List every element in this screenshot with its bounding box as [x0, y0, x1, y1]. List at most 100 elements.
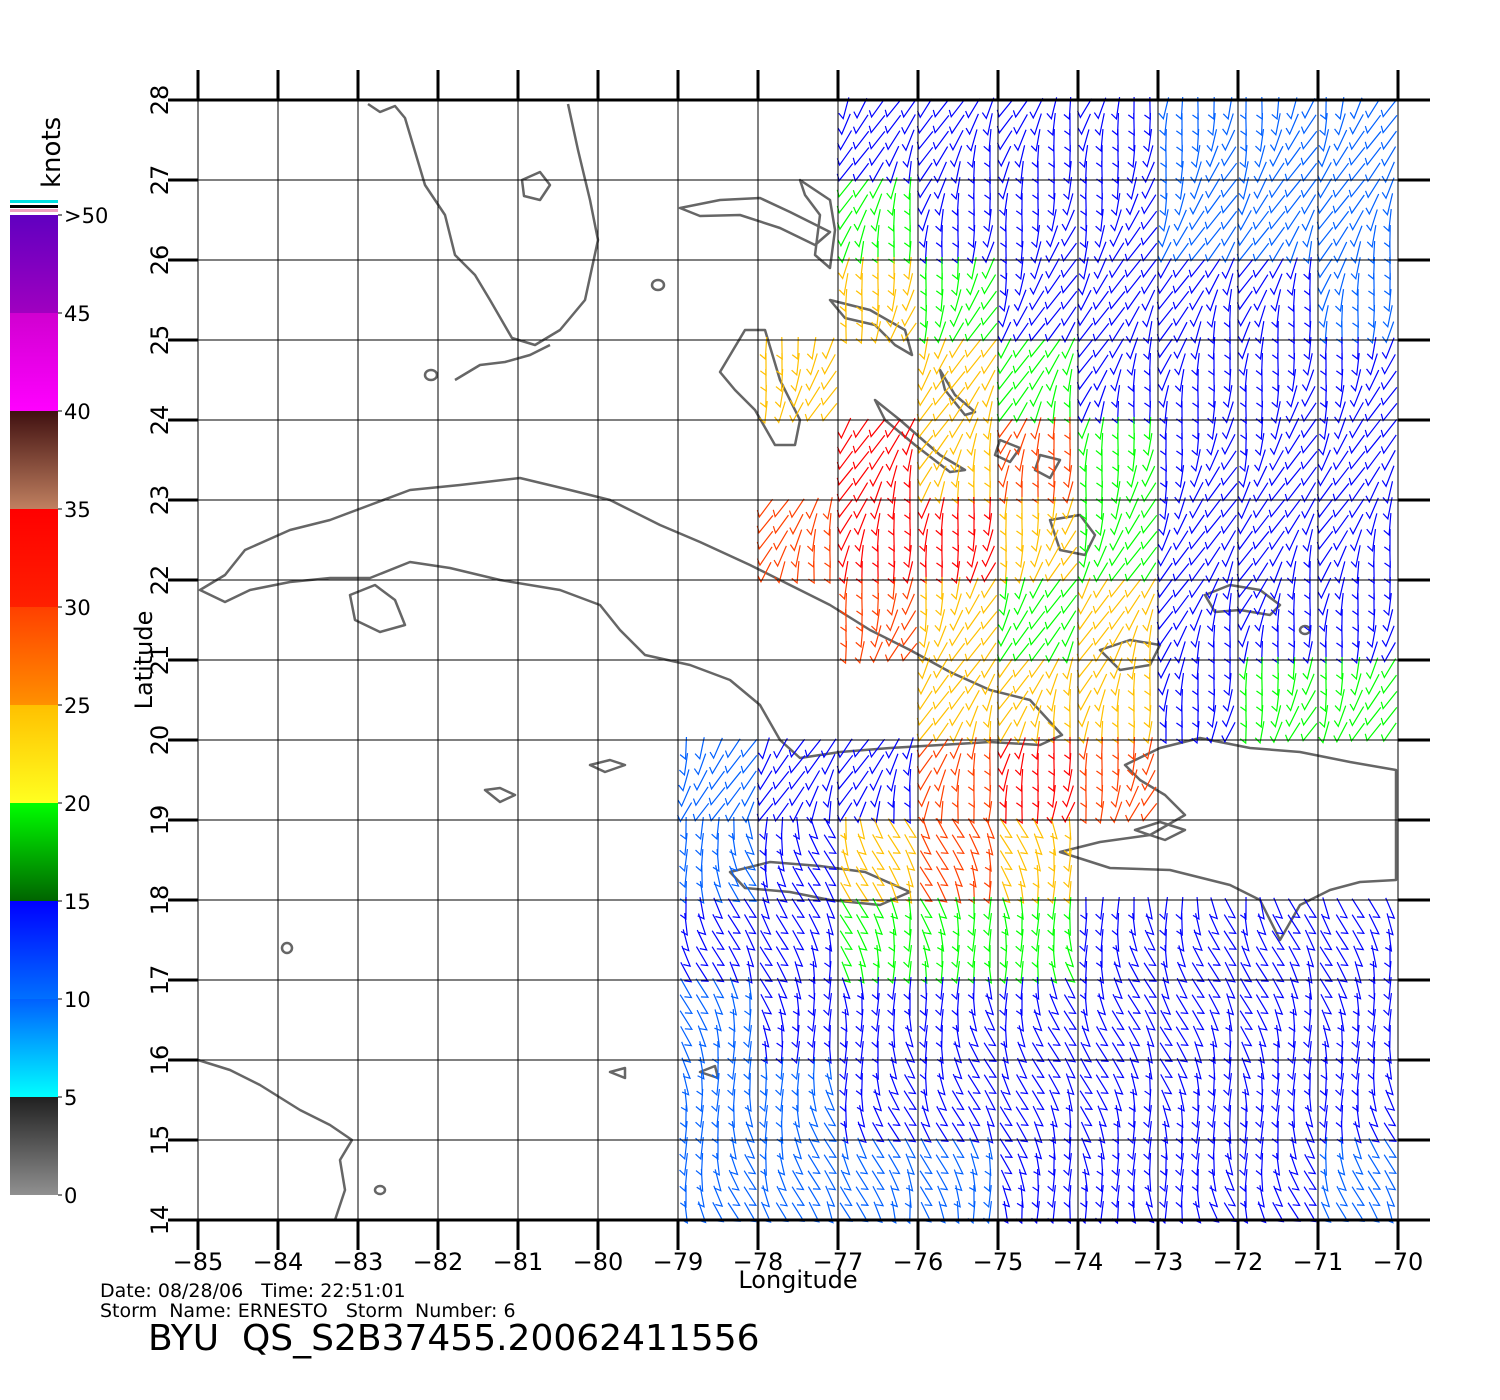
wind-barb — [837, 130, 853, 151]
wind-barb — [856, 849, 869, 871]
wind-barb — [967, 1074, 981, 1095]
wind-barb — [935, 512, 944, 537]
wind-barb — [1220, 499, 1238, 518]
wind-barb — [983, 192, 991, 217]
wind-barb — [695, 962, 710, 982]
wind-barb — [1190, 337, 1202, 360]
wind-barb — [807, 1154, 821, 1175]
wind-barb — [1045, 241, 1060, 264]
wind-barb — [1385, 897, 1396, 919]
wind-barb — [804, 754, 821, 775]
wind-barb — [1142, 737, 1153, 761]
wind-barb — [933, 450, 948, 471]
wind-barb — [1159, 497, 1168, 521]
wind-barb — [1190, 321, 1202, 344]
wind-barb — [1220, 210, 1238, 231]
wind-barb — [906, 1025, 914, 1048]
wind-barb — [759, 1105, 769, 1129]
wind-barb — [853, 482, 869, 503]
wind-barb — [932, 691, 950, 710]
wind-barb — [935, 1122, 949, 1143]
wind-barb — [1046, 97, 1058, 120]
wind-barb — [916, 114, 934, 135]
wind-barb — [1141, 578, 1157, 599]
wind-barb — [1236, 226, 1253, 247]
wind-barb — [1255, 416, 1264, 441]
wind-barb — [1255, 704, 1264, 729]
wind-barb — [1126, 161, 1137, 185]
x-tick-label: −83 — [333, 1248, 384, 1276]
wind-barb — [1206, 129, 1218, 152]
wind-barb — [1189, 481, 1204, 504]
wind-barb — [932, 386, 950, 406]
wind-barb — [1316, 226, 1334, 246]
wind-barb — [1351, 898, 1366, 918]
wind-barb — [934, 305, 945, 329]
wind-barb — [1049, 833, 1057, 856]
wind-barb — [951, 769, 961, 793]
wind-barb — [1162, 977, 1170, 1000]
x-tick-label: −70 — [1373, 1248, 1424, 1276]
wind-barb — [807, 1170, 822, 1190]
wind-barb — [1302, 353, 1313, 377]
wind-barb — [1076, 643, 1094, 662]
wind-barb — [996, 387, 1014, 406]
wind-barb — [933, 753, 948, 776]
wind-barb — [966, 737, 977, 761]
wind-barb — [1141, 161, 1155, 184]
wind-barb — [1047, 1168, 1056, 1193]
wind-barb — [1111, 897, 1120, 921]
wind-barb — [1032, 1025, 1044, 1047]
wind-barb — [1109, 513, 1123, 536]
wind-barb — [852, 434, 870, 454]
wind-barb — [1353, 977, 1362, 1000]
wind-barb — [1224, 961, 1236, 983]
wind-barb — [1189, 177, 1203, 200]
wind-barb — [840, 882, 853, 903]
wind-barb — [745, 961, 753, 984]
wind-barb — [1061, 337, 1076, 360]
wind-barb — [952, 1153, 964, 1175]
wind-barb — [1332, 466, 1350, 486]
wind-barb — [1049, 1089, 1060, 1111]
wind-barb — [949, 706, 965, 727]
wind-barb — [1287, 914, 1302, 934]
wind-barb — [1125, 497, 1139, 520]
y-tick-label: 24 — [146, 405, 174, 436]
wind-barb — [1269, 577, 1283, 600]
wind-barb — [916, 162, 933, 183]
wind-barb — [980, 322, 998, 342]
wind-barb — [1096, 1026, 1109, 1047]
wind-barb — [1095, 496, 1104, 521]
wind-barb — [919, 850, 933, 871]
wind-barb — [901, 610, 917, 631]
wind-barb — [916, 418, 934, 439]
wind-barb — [1252, 482, 1269, 503]
wind-barb — [1079, 945, 1088, 969]
wind-barb — [1108, 562, 1126, 582]
colorbar-segment — [10, 215, 58, 313]
y-tick-label: 23 — [146, 485, 174, 516]
wind-barb — [838, 273, 849, 297]
wind-barb — [950, 753, 962, 776]
wind-barb — [1094, 417, 1105, 441]
wind-barb — [1045, 546, 1060, 567]
wind-barb — [776, 977, 788, 999]
wind-barb — [935, 288, 944, 313]
wind-barb — [1238, 161, 1249, 185]
wind-barb — [856, 929, 868, 951]
wind-barb — [1207, 417, 1217, 441]
wind-barb — [1320, 1152, 1327, 1177]
wind-barb — [1319, 978, 1333, 999]
wind-barb — [887, 977, 896, 1001]
wind-barb — [1383, 593, 1392, 617]
wind-barb — [1257, 913, 1267, 936]
wind-barb — [852, 147, 870, 166]
wind-barb — [1077, 594, 1092, 615]
wind-barb — [950, 577, 961, 601]
wind-barb — [1300, 114, 1317, 135]
wind-barb — [1044, 322, 1061, 343]
wind-barb — [1013, 114, 1028, 135]
wind-barb — [1157, 225, 1171, 248]
colorbar-label: 10 — [64, 988, 91, 1012]
